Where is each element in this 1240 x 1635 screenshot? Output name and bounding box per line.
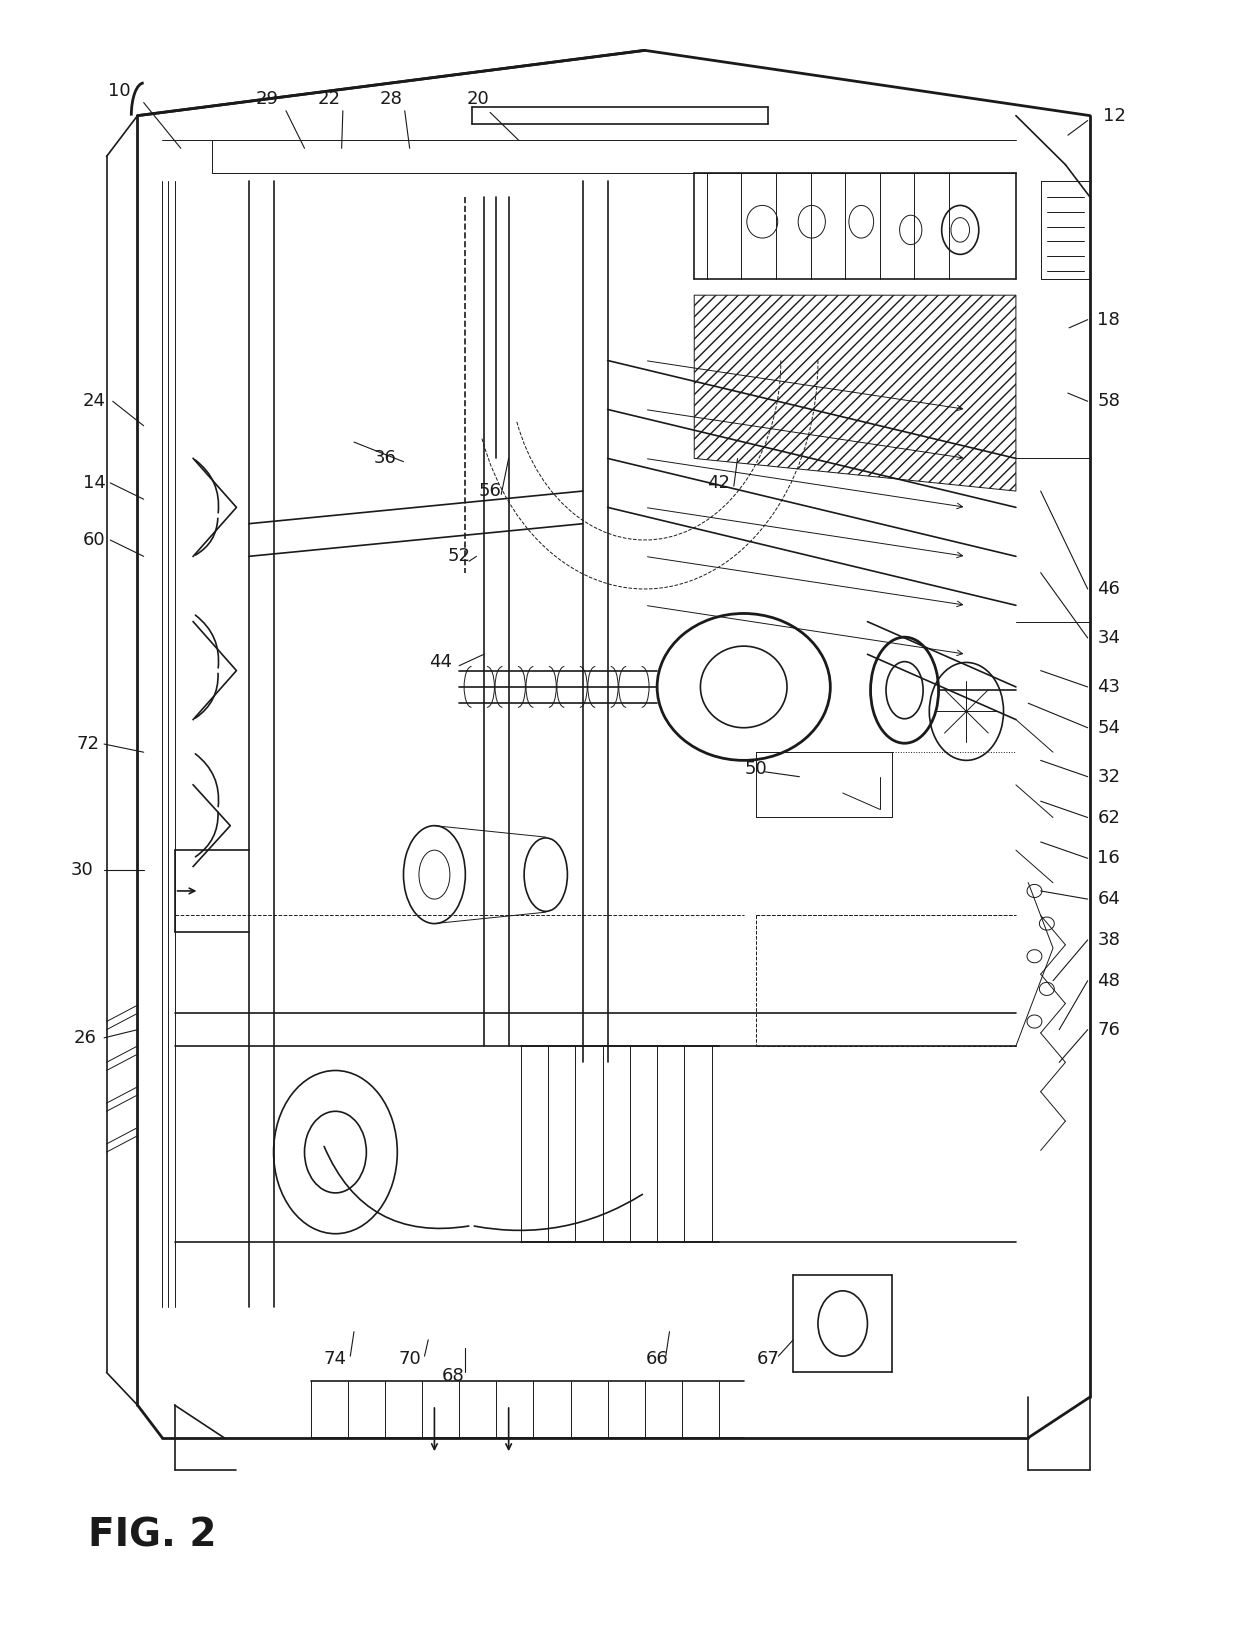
Text: 70: 70 [398, 1351, 422, 1368]
Text: 76: 76 [1097, 1020, 1120, 1038]
Text: 58: 58 [1097, 392, 1120, 410]
Text: 28: 28 [379, 90, 403, 108]
Text: 22: 22 [317, 90, 341, 108]
Text: 54: 54 [1097, 719, 1120, 737]
Text: 66: 66 [646, 1351, 668, 1368]
Text: 48: 48 [1097, 971, 1120, 989]
Text: 60: 60 [83, 531, 105, 549]
Text: 24: 24 [83, 392, 105, 410]
Text: 36: 36 [373, 450, 397, 468]
Text: 43: 43 [1097, 679, 1120, 697]
Text: 67: 67 [758, 1351, 780, 1368]
Text: 62: 62 [1097, 808, 1120, 827]
Text: 74: 74 [324, 1351, 347, 1368]
Text: 20: 20 [466, 90, 489, 108]
Text: 50: 50 [745, 760, 768, 778]
Text: 38: 38 [1097, 930, 1120, 948]
Text: 26: 26 [74, 1028, 97, 1046]
Text: FIG. 2: FIG. 2 [88, 1517, 217, 1555]
Text: 56: 56 [479, 482, 501, 500]
Text: 14: 14 [83, 474, 105, 492]
Text: 46: 46 [1097, 580, 1120, 598]
Text: 30: 30 [71, 860, 93, 878]
Text: 44: 44 [429, 654, 453, 672]
Text: 18: 18 [1097, 311, 1120, 329]
Text: 16: 16 [1097, 849, 1120, 867]
Text: 64: 64 [1097, 889, 1120, 907]
Text: 34: 34 [1097, 629, 1120, 647]
Text: 10: 10 [108, 82, 130, 100]
Text: 42: 42 [708, 474, 730, 492]
Text: 72: 72 [77, 736, 99, 754]
Text: 12: 12 [1104, 106, 1126, 124]
Text: 52: 52 [448, 548, 471, 566]
Text: 29: 29 [255, 90, 279, 108]
Text: 32: 32 [1097, 768, 1120, 786]
Text: 68: 68 [441, 1367, 464, 1385]
